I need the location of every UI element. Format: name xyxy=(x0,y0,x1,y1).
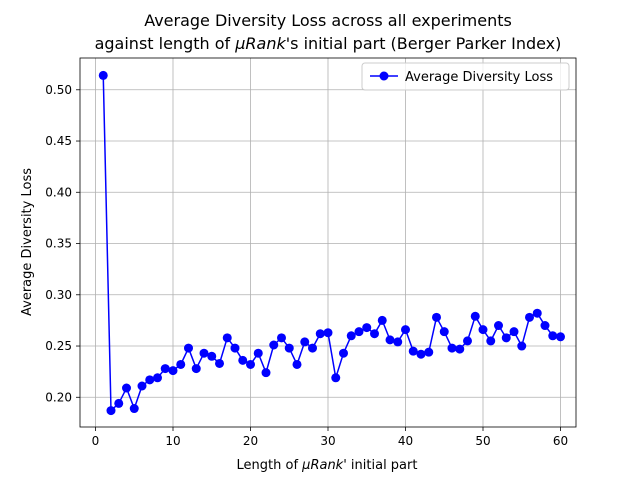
y-axis-label: Average Diversity Loss xyxy=(20,168,35,316)
data-point xyxy=(432,312,441,322)
data-point xyxy=(114,398,124,408)
data-point xyxy=(501,333,511,343)
data-point xyxy=(191,364,201,374)
data-point xyxy=(517,341,527,351)
data-point xyxy=(222,333,232,343)
data-point xyxy=(160,364,170,374)
data-point xyxy=(455,344,465,354)
data-point xyxy=(176,359,186,369)
data-point xyxy=(525,312,534,322)
data-point xyxy=(284,343,294,353)
plot-area: 0 10 20 30 40 50 60 0.200.250.300.350.400.450.… xyxy=(45,57,577,448)
data-point xyxy=(199,348,209,358)
legend-label: Average Diversity Loss xyxy=(405,70,553,85)
data-point xyxy=(370,329,379,339)
data-point xyxy=(315,329,325,339)
data-point xyxy=(122,383,131,393)
x-axis-ticks: 0 10 20 30 40 50 60 xyxy=(92,427,568,448)
data-point xyxy=(393,337,403,347)
data-point xyxy=(346,331,356,341)
data-point xyxy=(106,406,116,416)
data-point xyxy=(509,327,519,337)
data-point xyxy=(540,321,550,331)
data-point xyxy=(153,373,162,383)
data-point xyxy=(238,355,248,365)
x-axis-label: Length of μRank' initial part xyxy=(237,458,418,473)
data-point xyxy=(354,327,364,337)
data-point xyxy=(339,348,348,358)
data-point xyxy=(424,347,434,357)
data-point xyxy=(556,332,565,342)
data-point xyxy=(277,333,286,343)
data-point xyxy=(548,331,558,341)
y-tick-label: 0.35 xyxy=(45,237,72,251)
data-point xyxy=(129,404,139,414)
data-point xyxy=(401,325,410,335)
y-tick-label: 0.50 xyxy=(45,83,72,97)
data-point xyxy=(362,323,372,333)
data-point xyxy=(230,343,240,353)
y-tick-label: 0.40 xyxy=(45,185,72,199)
chart-title-line-1: Average Diversity Loss across all experi… xyxy=(144,11,512,30)
chart-title-line-2: against length of μRank's initial part (… xyxy=(95,34,562,53)
data-point xyxy=(261,368,271,378)
data-point xyxy=(98,70,108,80)
data-point xyxy=(408,346,418,356)
data-point xyxy=(137,381,147,391)
legend: Average Diversity Loss xyxy=(361,62,570,91)
y-axis-ticks: 0.20 0.25 0.30 0.35 0.40 0.45 0.50 xyxy=(45,83,80,404)
data-point xyxy=(292,359,302,369)
x-tick-label: 60 xyxy=(553,434,568,448)
data-point xyxy=(215,358,224,368)
y-tick-label: 0.45 xyxy=(45,134,72,148)
data-point xyxy=(300,337,310,347)
data-point xyxy=(377,315,387,325)
data-point xyxy=(168,366,178,376)
data-point xyxy=(331,373,341,383)
x-tick-label: 40 xyxy=(398,434,413,448)
y-tick-label: 0.25 xyxy=(45,339,72,353)
data-point xyxy=(323,328,333,338)
data-point xyxy=(246,359,255,369)
legend-marker-sample xyxy=(379,71,389,81)
data-point xyxy=(385,335,395,345)
data-point xyxy=(463,336,472,346)
data-point xyxy=(308,343,317,353)
data-point xyxy=(416,349,426,359)
data-point xyxy=(145,375,155,385)
data-point xyxy=(486,336,496,346)
x-tick-label: 30 xyxy=(320,434,335,448)
data-point xyxy=(253,348,263,358)
data-point xyxy=(532,308,542,318)
data-point xyxy=(447,343,457,353)
x-tick-label: 0 xyxy=(92,434,100,448)
y-tick-label: 0.20 xyxy=(45,390,72,404)
grid-lines xyxy=(80,58,576,427)
data-point xyxy=(470,311,480,321)
data-point xyxy=(494,321,503,331)
series-markers xyxy=(98,70,565,416)
x-tick-label: 50 xyxy=(475,434,490,448)
data-point xyxy=(184,343,193,353)
x-tick-label: 20 xyxy=(243,434,258,448)
data-point xyxy=(478,325,488,335)
x-tick-label: 10 xyxy=(165,434,180,448)
data-point xyxy=(439,327,449,337)
data-point xyxy=(207,351,217,361)
axes-frame xyxy=(79,57,577,428)
y-tick-label: 0.30 xyxy=(45,288,72,302)
legend-box xyxy=(361,62,570,91)
data-point xyxy=(269,340,279,350)
